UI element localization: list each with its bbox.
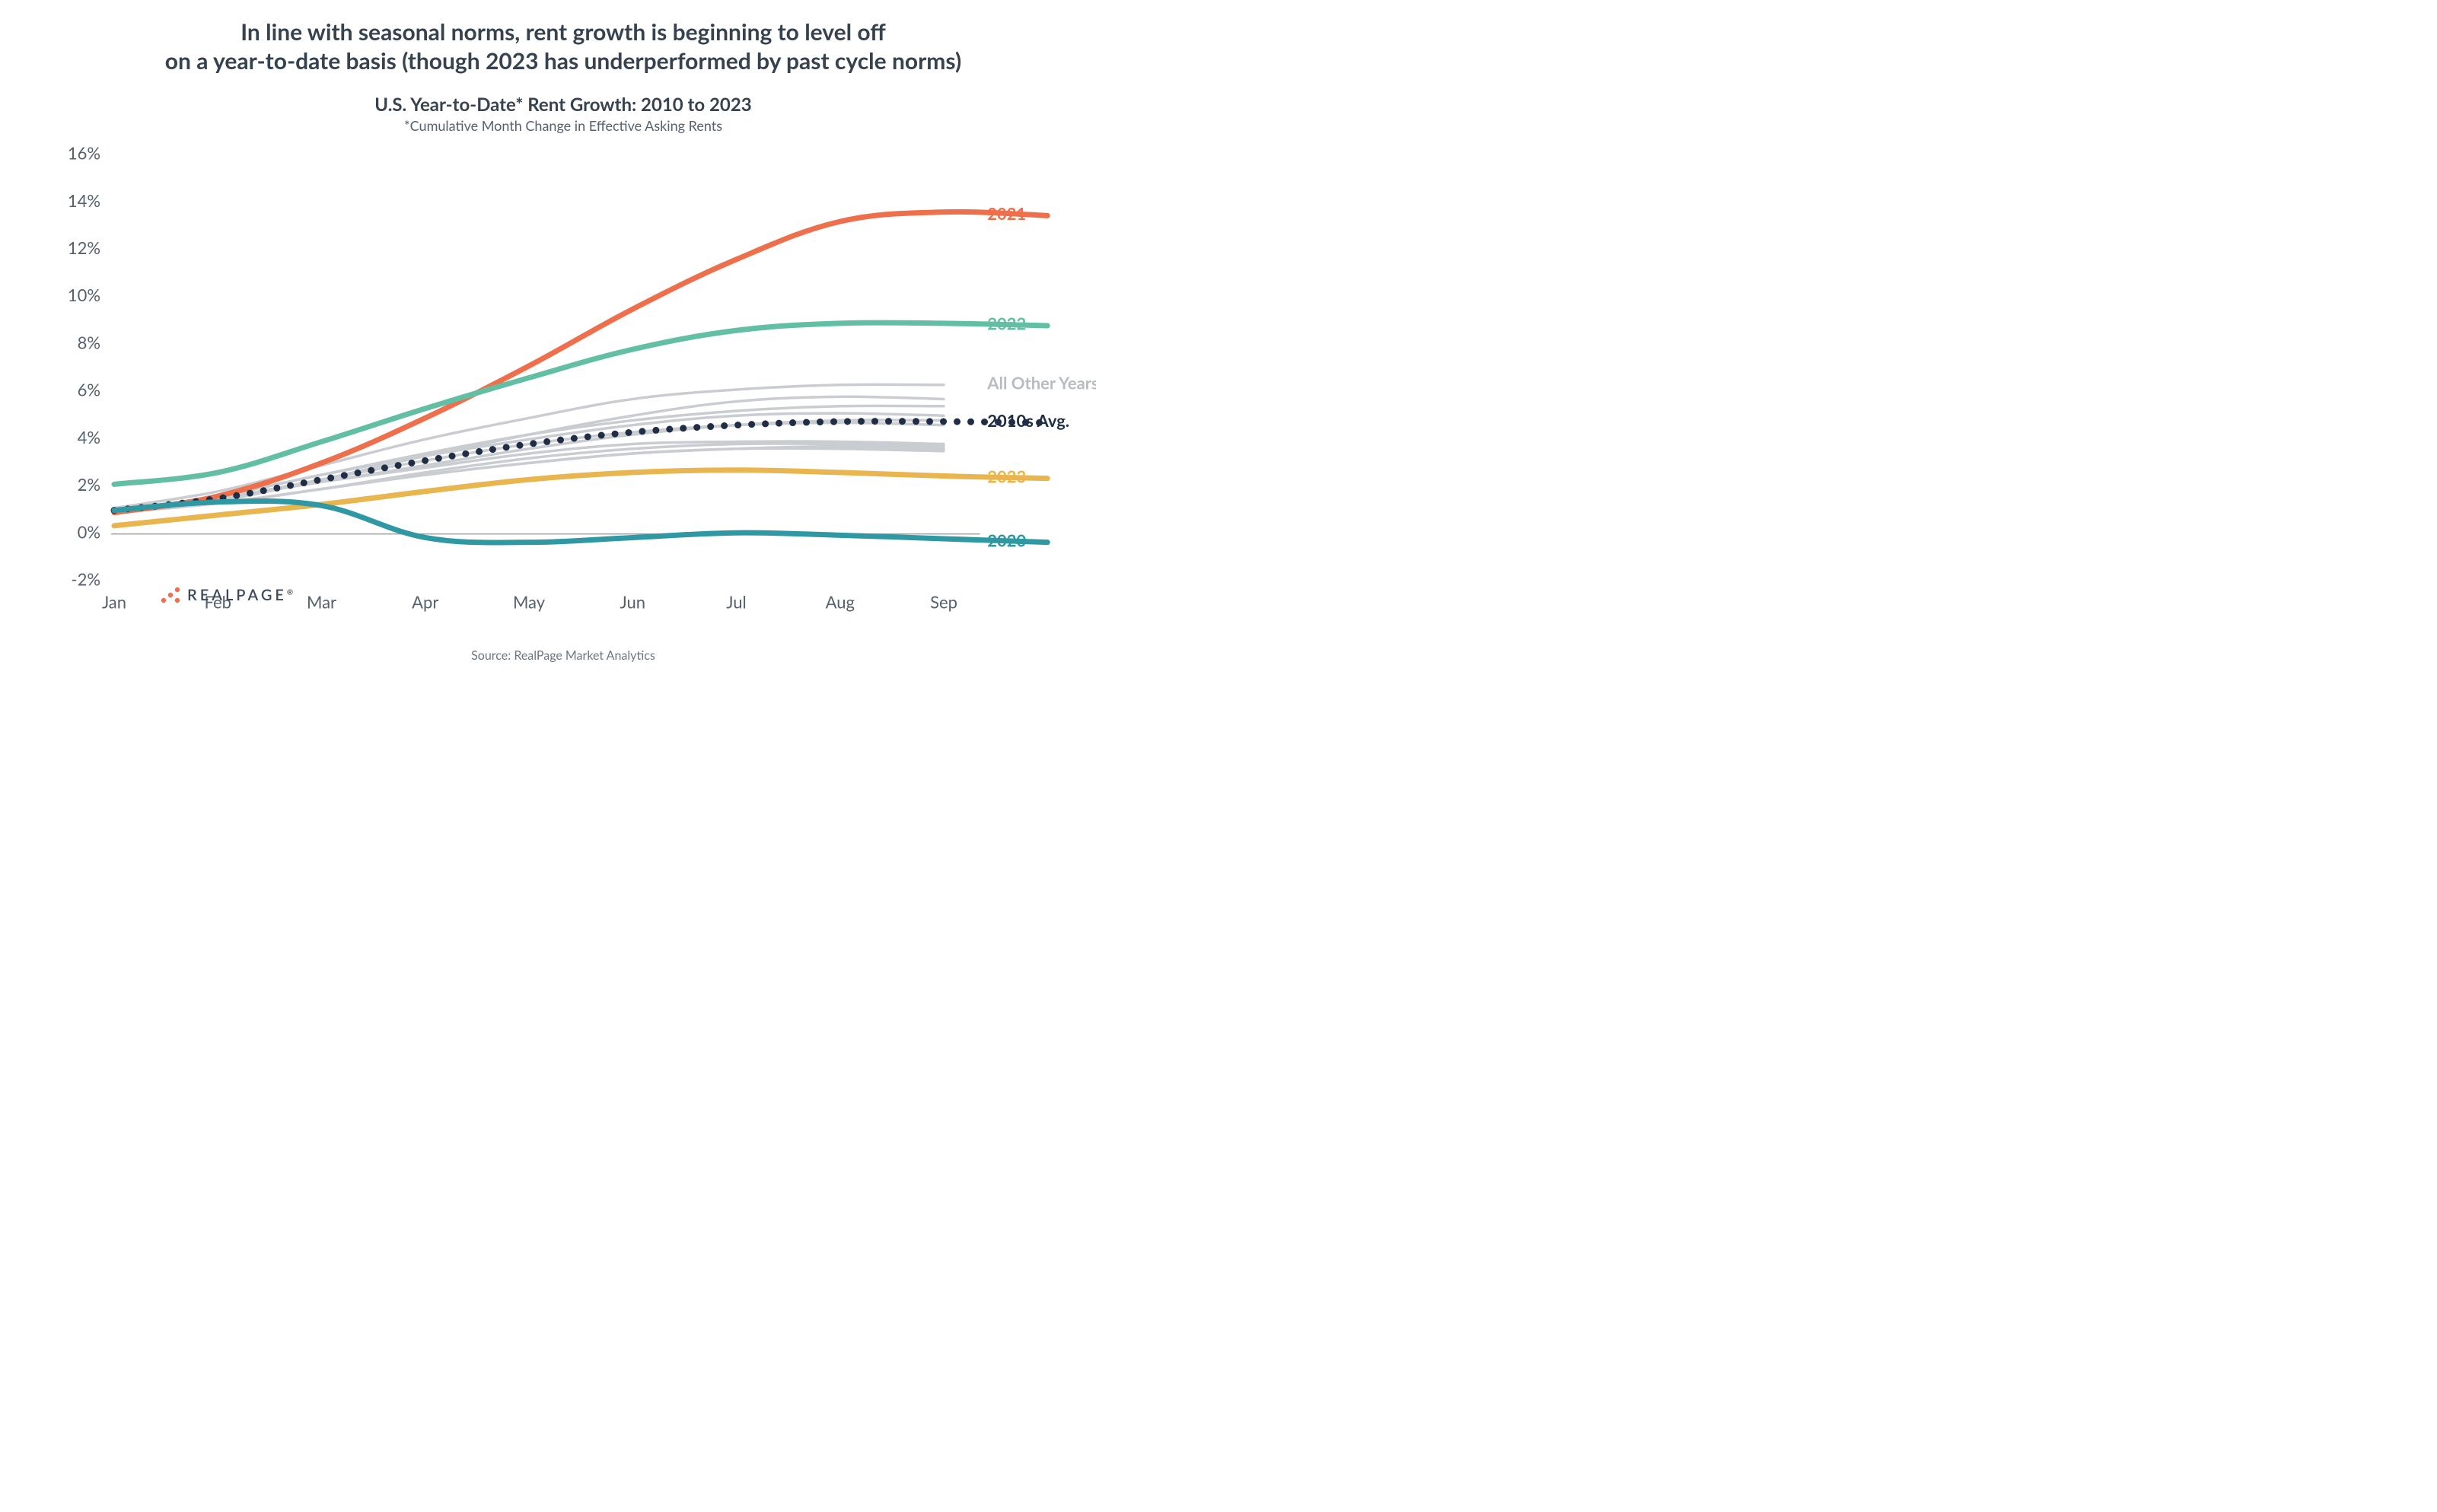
svg-text:6%: 6%: [78, 380, 100, 400]
svg-text:2023: 2023: [987, 466, 1026, 486]
svg-text:Sep: Sep: [930, 592, 957, 613]
chart-container: In line with seasonal norms, rent growth…: [0, 0, 1126, 700]
svg-text:2020: 2020: [987, 530, 1026, 550]
svg-text:May: May: [513, 592, 546, 613]
svg-text:2%: 2%: [78, 474, 100, 495]
svg-text:Jan: Jan: [102, 592, 126, 613]
main-title-line1: In line with seasonal norms, rent growth…: [241, 18, 886, 46]
svg-text:-2%: -2%: [71, 569, 100, 590]
source-note: Source: RealPage Market Analytics: [30, 648, 1096, 663]
svg-text:12%: 12%: [68, 237, 100, 258]
svg-text:2022: 2022: [987, 314, 1026, 334]
svg-text:Mar: Mar: [307, 592, 336, 613]
svg-text:10%: 10%: [68, 285, 100, 305]
svg-text:2010s Avg.: 2010s Avg.: [987, 410, 1069, 431]
line-chart-svg: -2%0%2%4%6%8%10%12%14%16%JanFebMarAprMay…: [30, 140, 1096, 627]
svg-text:0%: 0%: [78, 521, 100, 542]
main-title: In line with seasonal norms, rent growth…: [30, 18, 1096, 75]
realpage-logo-icon: [160, 586, 181, 604]
main-title-line2: on a year-to-date basis (though 2023 has…: [165, 47, 961, 75]
svg-text:14%: 14%: [68, 190, 100, 211]
realpage-logo-text: REALPAGE®: [187, 586, 293, 604]
svg-text:8%: 8%: [78, 332, 100, 352]
svg-text:Apr: Apr: [412, 592, 438, 613]
svg-text:Aug: Aug: [826, 592, 855, 613]
subtitle-note: *Cumulative Month Change in Effective As…: [30, 117, 1096, 134]
svg-text:16%: 16%: [68, 143, 100, 164]
svg-text:2021: 2021: [987, 203, 1026, 224]
svg-text:Jun: Jun: [620, 592, 645, 613]
subtitle: U.S. Year-to-Date* Rent Growth: 2010 to …: [30, 94, 1096, 116]
svg-text:Jul: Jul: [726, 592, 746, 613]
plot-area: -2%0%2%4%6%8%10%12%14%16%JanFebMarAprMay…: [30, 140, 1096, 627]
realpage-logo: REALPAGE®: [160, 586, 293, 604]
svg-text:All Other Years: All Other Years: [986, 372, 1096, 393]
svg-text:4%: 4%: [78, 427, 100, 447]
